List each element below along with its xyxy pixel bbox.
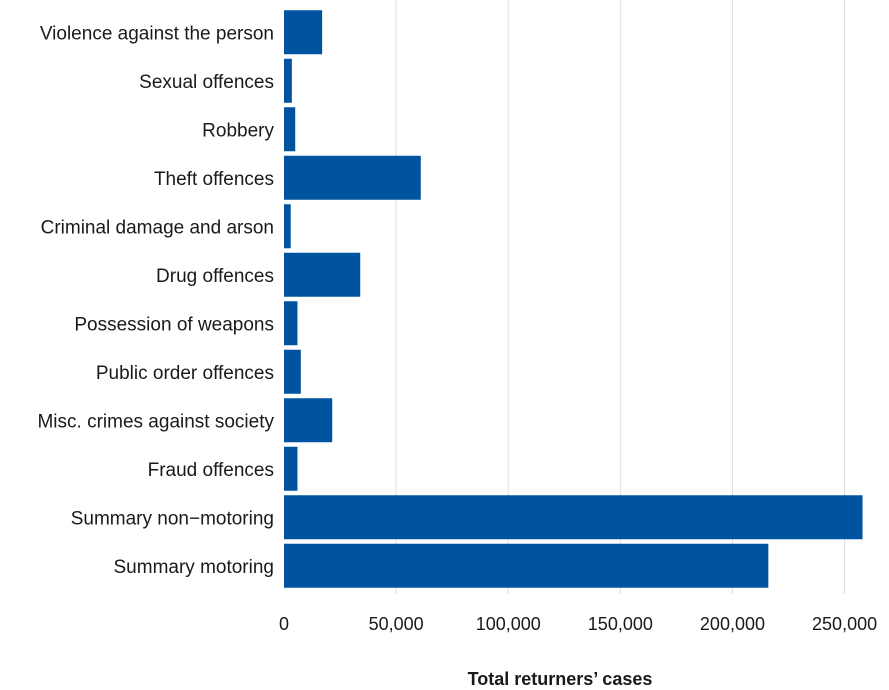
x-axis-title: Total returners’ cases — [468, 669, 653, 689]
bar — [284, 398, 333, 443]
x-tick-labels: 0 50,000 100,000 150,000 200,000 250,000 — [279, 614, 877, 634]
bar — [284, 349, 301, 394]
category-label: Sexual offences — [139, 72, 274, 93]
bar — [284, 252, 361, 297]
category-label: Criminal damage and arson — [41, 217, 274, 238]
x-tick-label: 0 — [279, 614, 289, 634]
category-label: Summary motoring — [114, 557, 275, 578]
x-tick-label: 200,000 — [700, 614, 765, 634]
category-labels: Violence against the person Sexual offenc… — [37, 23, 274, 578]
bar — [284, 543, 769, 588]
category-label: Misc. crimes against society — [37, 411, 274, 432]
bars — [284, 10, 863, 588]
bar — [284, 204, 291, 249]
bar — [284, 301, 298, 346]
bar — [284, 10, 323, 55]
x-tick-label: 100,000 — [476, 614, 541, 634]
category-label: Public order offences — [96, 363, 274, 384]
bar — [284, 107, 296, 152]
bar — [284, 495, 863, 540]
category-label: Fraud offences — [148, 460, 274, 481]
bar — [284, 155, 421, 200]
grid-lines — [395, 0, 846, 594]
category-label: Summary non−motoring — [71, 508, 274, 529]
bar — [284, 58, 292, 103]
x-tick-label: 150,000 — [588, 614, 653, 634]
x-tick-label: 250,000 — [812, 614, 877, 634]
category-label: Robbery — [202, 120, 274, 141]
category-label: Violence against the person — [40, 23, 274, 44]
bar — [284, 446, 298, 491]
category-label: Possession of weapons — [74, 314, 274, 335]
x-tick-label: 50,000 — [369, 614, 424, 634]
category-label: Theft offences — [154, 169, 274, 190]
category-label: Drug offences — [156, 266, 274, 287]
